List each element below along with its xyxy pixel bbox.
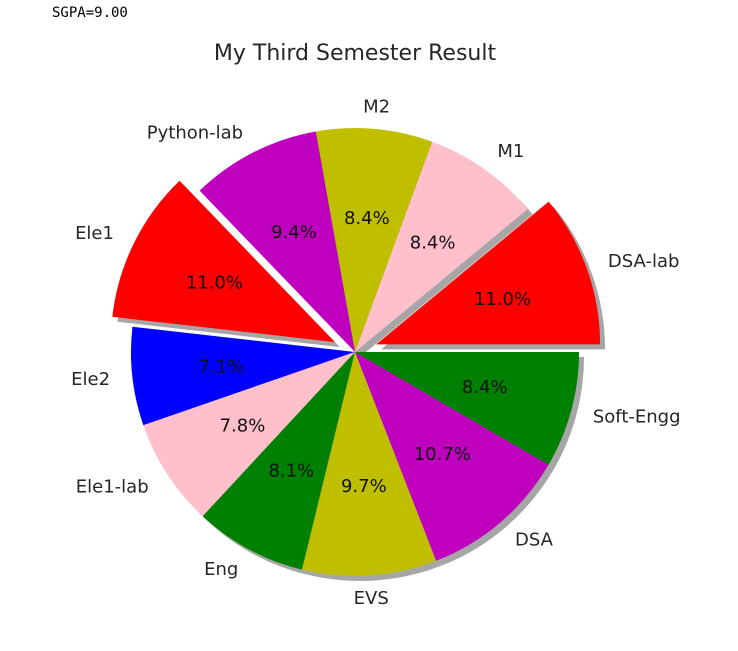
slice-ele1: [112, 180, 335, 343]
pct-ele1: 11.0%: [186, 273, 243, 294]
slice-python-lab: [199, 131, 355, 352]
pct-evs: 9.7%: [341, 476, 387, 497]
pct-ele1-lab: 7.8%: [220, 415, 266, 436]
label-dsa-lab: DSA-lab: [608, 251, 680, 272]
slice-m1: [355, 141, 528, 352]
slice-m2: [315, 127, 433, 352]
label-python-lab: Python-lab: [147, 122, 243, 143]
slices: [112, 127, 601, 577]
slice-evs: [302, 352, 437, 577]
chart-title: My Third Semester Result: [214, 41, 497, 66]
label-m2: M2: [363, 97, 390, 118]
pct-soft-engg: 8.4%: [462, 377, 508, 398]
pct-python-lab: 9.4%: [271, 222, 317, 243]
slice-dsa: [355, 352, 549, 561]
slice-labels: DSA-lab 11.0% M1 8.4% M2 8.4% Python-lab 9.4% El…: [71, 97, 680, 609]
label-ele1: Ele1: [75, 223, 114, 244]
label-eng: Eng: [204, 559, 238, 580]
pct-dsa-lab: 11.0%: [474, 289, 531, 310]
label-dsa: DSA: [515, 529, 554, 550]
slice-ele1-lab: [143, 352, 355, 517]
label-evs: EVS: [354, 588, 389, 609]
label-ele2: Ele2: [71, 369, 110, 390]
pct-m2: 8.4%: [344, 208, 390, 229]
slice-ele2: [131, 326, 355, 426]
pct-m1: 8.4%: [410, 232, 456, 253]
slice-soft-engg: [355, 352, 579, 465]
slice-dsa-lab: [376, 201, 601, 345]
pct-dsa: 10.7%: [414, 444, 471, 465]
label-soft-engg: Soft-Engg: [593, 406, 681, 427]
sgpa-output: SGPA=9.00: [52, 5, 128, 21]
label-ele1-lab: Ele1-lab: [76, 477, 149, 498]
pct-ele2: 7.1%: [199, 357, 245, 378]
slice-eng: [202, 352, 355, 570]
label-m1: M1: [497, 141, 524, 162]
pct-eng: 8.1%: [268, 460, 314, 481]
